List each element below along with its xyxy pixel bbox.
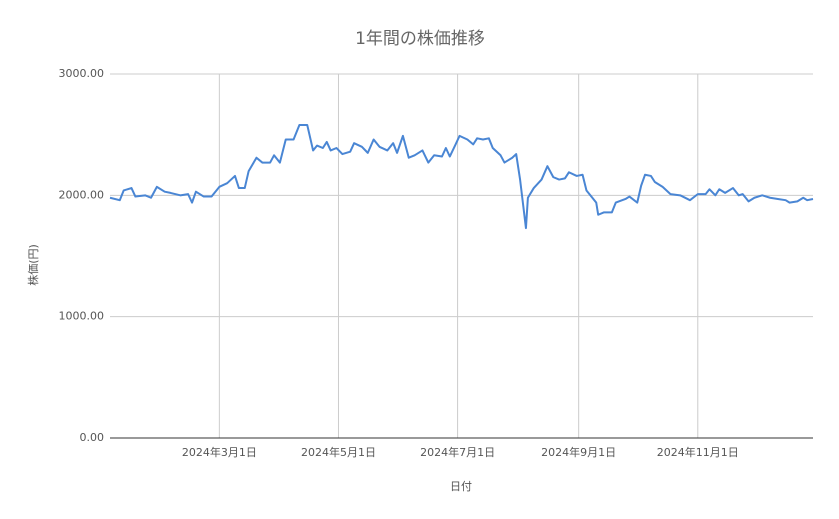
x-tick-label: 2024年3月1日 (182, 445, 257, 459)
x-axis-label: 日付 (450, 480, 472, 493)
x-tick-label: 2024年5月1日 (301, 445, 376, 459)
x-tick-label: 2024年9月1日 (541, 445, 616, 459)
y-tick-label: 1000.00 (59, 310, 105, 323)
y-tick-label: 0.00 (80, 431, 105, 444)
x-tick-label: 2024年7月1日 (420, 445, 495, 459)
y-tick-label: 3000.00 (59, 67, 105, 80)
y-tick-label: 2000.00 (59, 188, 105, 201)
chart-title: 1年間の株価推移 (355, 29, 485, 49)
y-axis-label: 株価(円) (26, 244, 40, 286)
x-tick-label: 2024年11月1日 (657, 445, 739, 459)
price-line (109, 123, 814, 230)
